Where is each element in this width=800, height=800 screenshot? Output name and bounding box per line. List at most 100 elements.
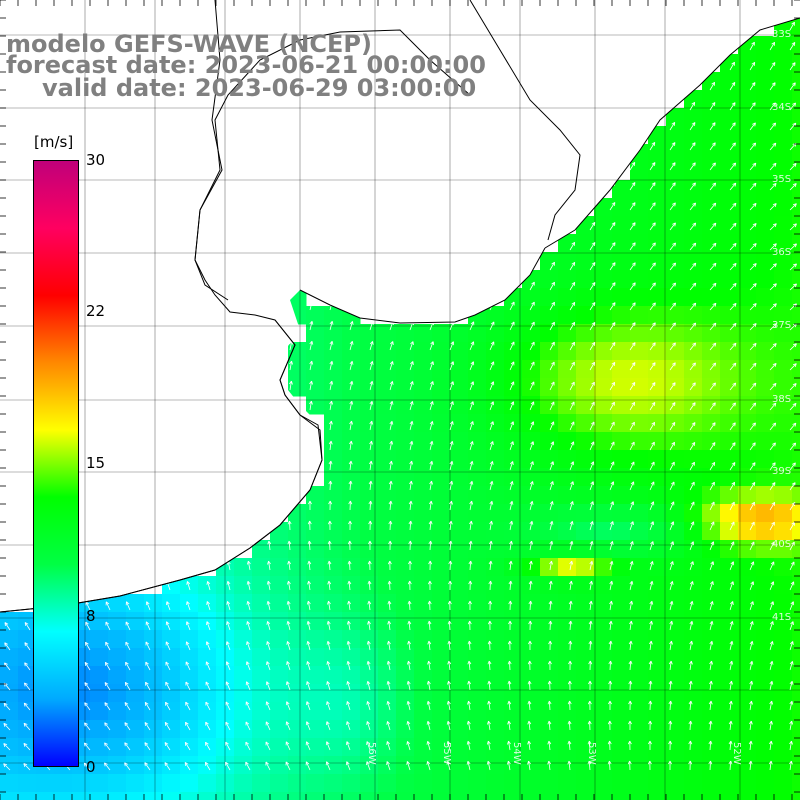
wind-cell (234, 792, 253, 800)
wind-arrow (265, 721, 271, 731)
wind-arrow (348, 480, 353, 491)
wind-arrow (486, 740, 491, 751)
wind-cell (144, 648, 163, 667)
wind-arrow (368, 540, 372, 551)
wind-cell (720, 90, 739, 109)
wind-arrow (669, 342, 676, 351)
wind-arrow (789, 183, 797, 191)
wind-cell (270, 558, 289, 577)
wind-arrow (469, 341, 475, 351)
wind-cell (558, 468, 577, 487)
wind-cell (648, 792, 667, 800)
wind-cell (450, 666, 469, 685)
wind-cell (522, 666, 541, 685)
wind-arrow (749, 323, 757, 331)
wind-cell (774, 594, 793, 613)
wind-arrow (467, 660, 472, 671)
wind-cell (648, 684, 667, 703)
wind-arrow (629, 401, 636, 411)
wind-cell (684, 630, 703, 649)
wind-arrow (769, 382, 777, 391)
wind-cell (450, 648, 469, 667)
wind-cell (360, 702, 379, 721)
wind-arrow (467, 680, 472, 691)
wind-arrow (789, 42, 796, 51)
wind-cell (90, 630, 109, 649)
wind-cell (594, 720, 613, 739)
wind-arrow (306, 620, 311, 631)
wind-cell (414, 558, 433, 577)
wind-cell (738, 54, 757, 73)
wind-arrow (669, 322, 676, 331)
wind-arrow (509, 301, 515, 311)
wind-cell (702, 108, 721, 127)
wind-cell (702, 180, 721, 199)
wind-arrow (205, 721, 211, 731)
wind-cell (540, 324, 559, 343)
wind-arrow (447, 640, 452, 651)
wind-arrow (266, 621, 271, 631)
wind-arrow (489, 421, 494, 431)
wind-cell (162, 612, 181, 631)
wind-arrow (669, 302, 676, 311)
wind-cell (756, 360, 775, 379)
wind-cell (720, 360, 739, 379)
wind-arrow (427, 660, 431, 671)
wind-cell (450, 738, 469, 757)
wind-cell (738, 594, 757, 613)
wind-cell (666, 450, 685, 469)
wind-cell (702, 720, 721, 739)
wind-arrow (489, 520, 493, 531)
wind-cell (414, 576, 433, 595)
wind-cell (774, 90, 793, 109)
wind-arrow (588, 640, 593, 651)
wind-cell (270, 738, 289, 757)
wind-cell (648, 540, 667, 559)
wind-cell (738, 108, 757, 127)
wind-arrow (245, 681, 251, 691)
wind-cell (648, 234, 667, 253)
wind-arrow (326, 721, 331, 731)
wind-arrow (287, 580, 291, 591)
wind-cell (612, 216, 631, 235)
wind-cell (702, 198, 721, 217)
wind-cell (756, 504, 775, 523)
wind-cell (18, 612, 37, 631)
wind-arrow (729, 601, 734, 611)
wind-arrow (769, 323, 777, 331)
wind-cell (468, 486, 487, 505)
wind-arrow (689, 302, 697, 311)
wind-arrow (709, 601, 714, 611)
wind-cell (378, 540, 397, 559)
wind-cell (594, 774, 613, 793)
wind-cell (720, 594, 739, 613)
wind-cell (702, 684, 721, 703)
wind-arrow (165, 701, 171, 711)
wind-cell (702, 234, 721, 253)
wind-cell (486, 774, 505, 793)
wind-arrow (709, 102, 716, 111)
wind-arrow (449, 381, 454, 391)
wind-cell (234, 594, 253, 613)
wind-arrow (649, 182, 656, 191)
wind-cell (306, 378, 325, 397)
wind-arrow (406, 721, 411, 731)
wind-arrow (789, 363, 797, 371)
wind-arrow (709, 481, 715, 491)
wind-cell (630, 630, 649, 649)
wind-arrow (708, 700, 713, 711)
wind-cell (0, 612, 19, 631)
wind-cell (720, 306, 739, 325)
wind-arrow (407, 580, 412, 591)
wind-arrow (305, 741, 311, 751)
wind-arrow (607, 720, 612, 731)
wind-arrow (549, 481, 554, 491)
wind-arrow (569, 361, 575, 371)
wind-arrow (789, 720, 794, 731)
wind-cell (720, 216, 739, 235)
wind-cell (792, 612, 800, 631)
wind-cell (612, 288, 631, 307)
wind-arrow (104, 762, 111, 771)
wind-cell (774, 792, 793, 800)
wind-arrow (648, 720, 653, 731)
